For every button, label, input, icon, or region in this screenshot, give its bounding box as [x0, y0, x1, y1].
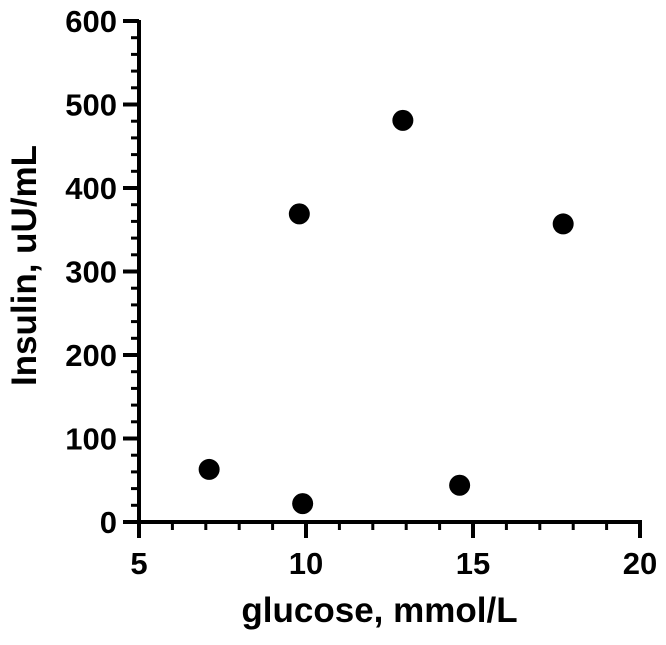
y-tick-label: 600 — [65, 4, 117, 39]
data-point — [288, 203, 310, 225]
y-tick-label: 500 — [65, 88, 117, 123]
data-points — [198, 109, 574, 515]
x-tick-label: 20 — [623, 546, 657, 581]
data-point — [449, 474, 471, 496]
y-tick-label: 200 — [65, 338, 117, 373]
x-axis-title: glucose, mmol/L — [241, 591, 517, 630]
x-axis: 5 10 15 20 — [130, 520, 657, 581]
data-point — [552, 213, 574, 235]
y-tick-label: 400 — [65, 171, 117, 206]
y-axis: 0 100 200 300 400 500 600 — [65, 4, 141, 540]
y-tick-label: 100 — [65, 422, 117, 457]
x-tick-label: 5 — [130, 546, 147, 581]
x-tick-label: 10 — [289, 546, 323, 581]
y-tick-label: 0 — [100, 505, 117, 540]
data-point — [392, 109, 414, 131]
data-point — [292, 493, 314, 515]
y-tick-label: 300 — [65, 255, 117, 290]
y-axis-title: Insulin, uU/mL — [5, 145, 44, 386]
data-point — [198, 458, 220, 480]
x-tick-label: 15 — [456, 546, 490, 581]
